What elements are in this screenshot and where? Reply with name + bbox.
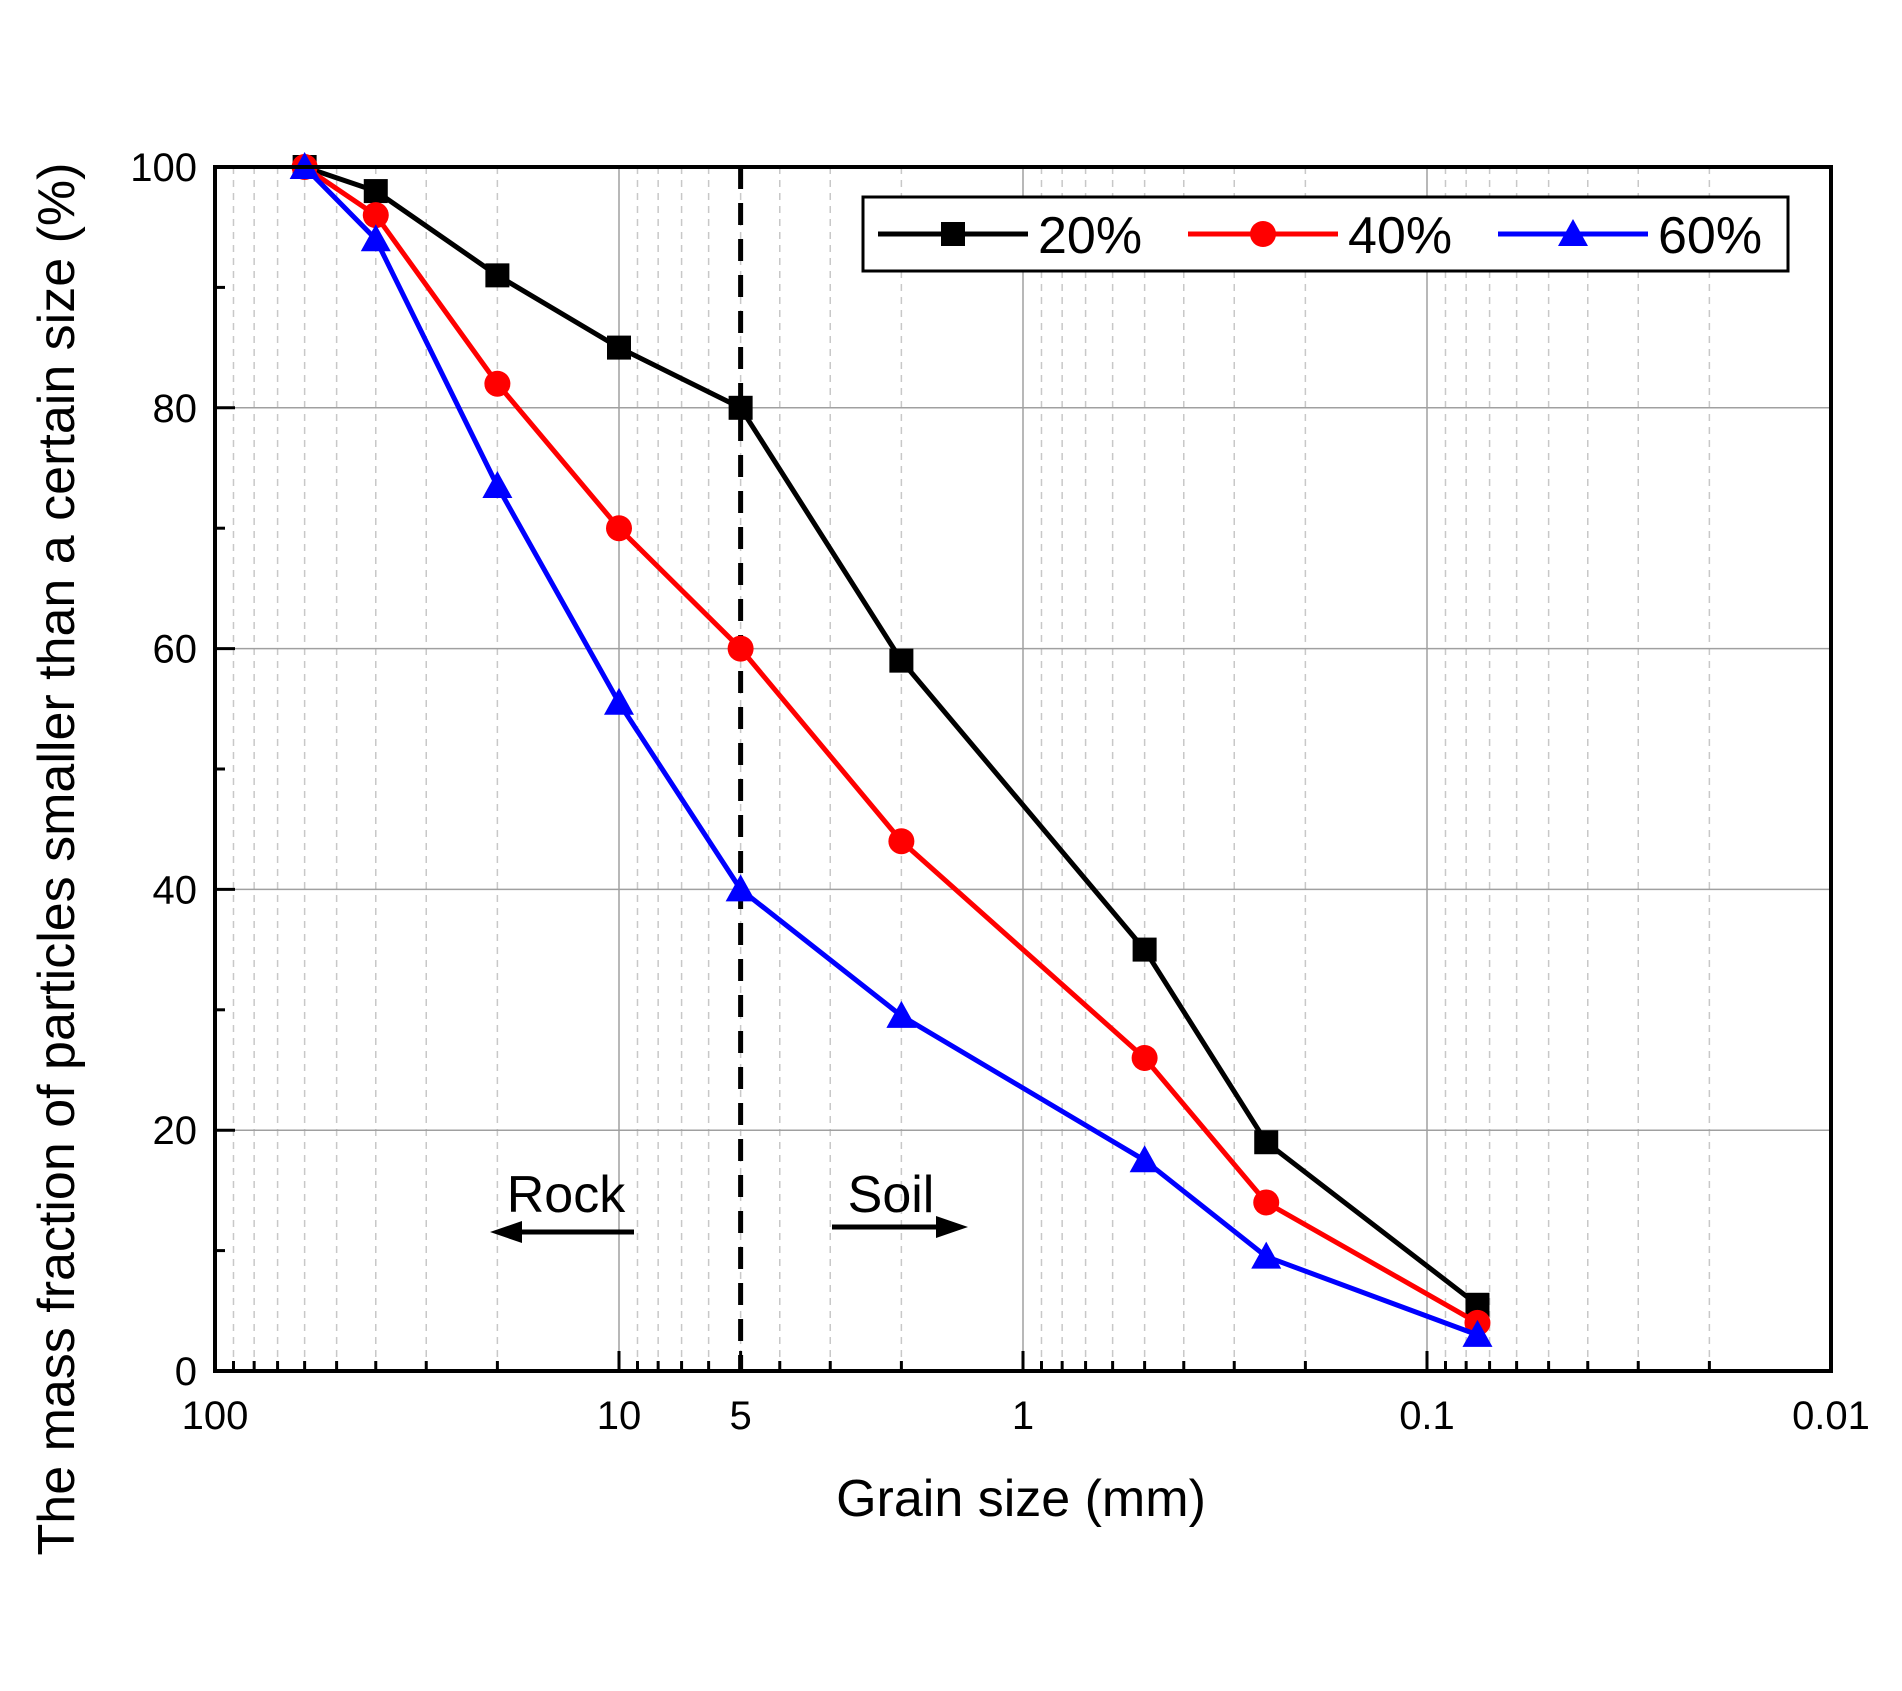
x-tick-label: 100 <box>182 1394 249 1438</box>
data-point <box>485 263 510 288</box>
legend-items: 20% 40% 60% <box>878 207 1762 265</box>
y-tick-label: 100 <box>130 146 197 190</box>
data-point <box>1251 1241 1282 1269</box>
rock-arrow-head <box>490 1221 522 1243</box>
soil-label: Soil <box>848 1166 935 1224</box>
data-point <box>1254 1130 1279 1155</box>
legend-label: 60% <box>1658 207 1762 265</box>
y-tick-label: 20 <box>153 1109 198 1153</box>
rock-annotation: Rock <box>490 1166 634 1243</box>
data-point <box>888 828 915 855</box>
data-point <box>482 471 513 499</box>
data-point <box>360 224 391 252</box>
x-axis-title: Grain size (mm) <box>836 1470 1206 1528</box>
data-point <box>363 179 388 204</box>
y-tick-label: 60 <box>153 628 198 672</box>
data-point <box>725 874 756 902</box>
ticks-layer: 100 10 5 1 0.1 0.01 0 20 40 60 80 100 <box>130 146 1870 1438</box>
y-axis-title: The mass fraction of particles smaller t… <box>28 163 86 1556</box>
data-point <box>1462 1319 1493 1347</box>
data-point <box>606 515 632 542</box>
y-tick-label: 0 <box>175 1350 197 1394</box>
data-point <box>1132 937 1157 962</box>
legend: 20% 40% 60% <box>861 195 1790 273</box>
rock-label: Rock <box>507 1166 626 1224</box>
series-layer <box>289 152 1493 1347</box>
data-point <box>362 202 389 229</box>
x-tick-label: 1 <box>1012 1394 1034 1438</box>
data-point <box>1253 1189 1280 1216</box>
soil-annotation: Soil <box>832 1166 968 1238</box>
data-point <box>607 335 631 360</box>
data-point <box>889 648 914 673</box>
x-tick-label: 5 <box>729 1394 751 1438</box>
data-point <box>727 635 754 662</box>
y-tick-label: 40 <box>153 868 198 912</box>
major-gridlines <box>215 167 1831 1371</box>
legend-marker <box>1558 219 1588 246</box>
legend-label: 20% <box>1038 207 1142 265</box>
minor-gridlines <box>232 167 1711 1371</box>
data-point <box>604 687 634 715</box>
data-point <box>1129 1145 1160 1173</box>
data-point <box>728 395 753 420</box>
x-tick-label: 0.1 <box>1399 1394 1455 1438</box>
legend-marker <box>941 222 965 246</box>
legend-marker <box>1250 221 1276 247</box>
data-point <box>484 370 511 397</box>
x-tick-label: 10 <box>597 1394 642 1438</box>
data-point <box>886 1000 917 1028</box>
legend-label: 40% <box>1348 207 1452 265</box>
data-point <box>1131 1044 1158 1071</box>
x-tick-label: 0.01 <box>1792 1394 1870 1438</box>
soil-arrow-head <box>936 1216 968 1238</box>
y-tick-label: 80 <box>153 387 198 431</box>
